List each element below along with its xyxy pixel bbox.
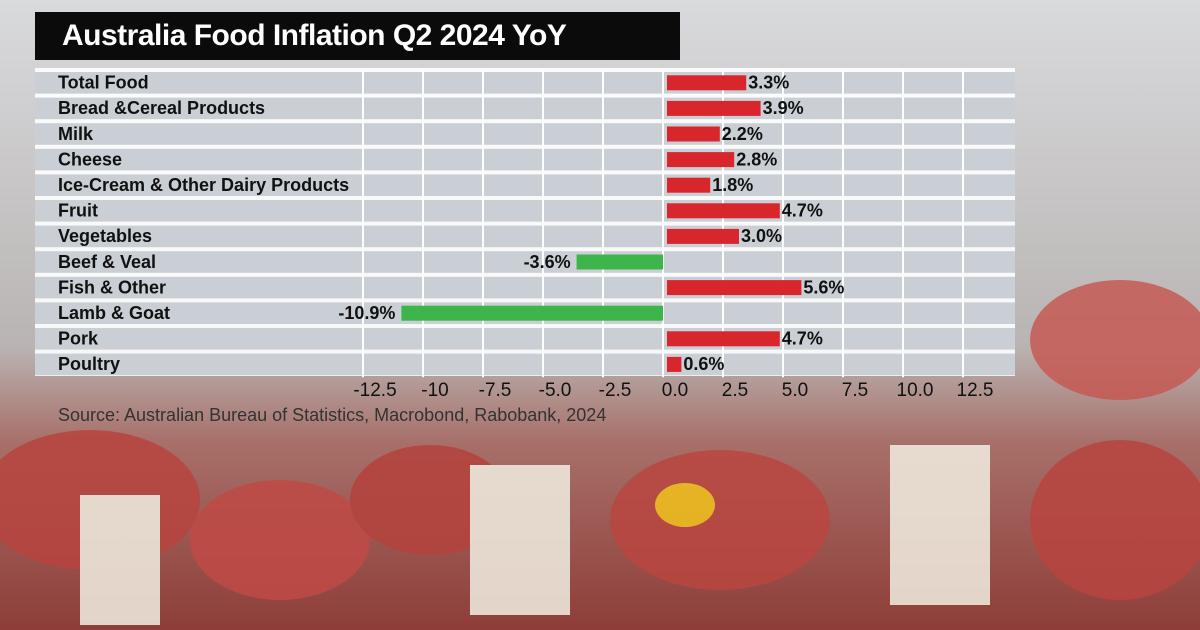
row-band	[35, 328, 1015, 350]
x-tick-label: 12.5	[957, 380, 994, 401]
row-band	[35, 276, 1015, 299]
x-tick-label: -10	[421, 380, 448, 401]
row-band	[35, 353, 1015, 376]
x-tick-label: 10.0	[897, 380, 934, 401]
row-band	[35, 174, 1015, 196]
row-band	[35, 251, 1015, 273]
x-tick-label: 7.5	[842, 380, 868, 401]
category-label: Vegetables	[58, 226, 152, 246]
category-label: Fish & Other	[58, 277, 166, 297]
x-tick-label: -12.5	[353, 380, 396, 401]
value-label: 5.6%	[803, 277, 844, 297]
x-tick-label: -7.5	[479, 380, 512, 401]
category-label: Fruit	[58, 201, 98, 221]
row-band	[35, 123, 1015, 145]
bar	[667, 203, 780, 219]
value-label: 0.6%	[683, 354, 724, 374]
x-tick-label: -2.5	[599, 380, 632, 401]
x-tick-label: 5.0	[782, 380, 808, 401]
bar	[401, 305, 663, 321]
row-band	[35, 148, 1015, 171]
row-band	[35, 72, 1015, 94]
value-label: 3.3%	[748, 73, 789, 93]
bar	[667, 356, 682, 372]
row-band	[35, 225, 1015, 248]
category-label: Poultry	[58, 354, 120, 374]
category-label: Cheese	[58, 149, 122, 169]
bar	[576, 254, 663, 270]
chart-title: Australia Food Inflation Q2 2024 YoY	[62, 19, 567, 52]
value-label: 1.8%	[712, 175, 753, 195]
category-label: Ice-Cream & Other Dairy Products	[58, 175, 349, 195]
bar	[667, 331, 780, 347]
plot-panel	[35, 68, 1015, 376]
row-band	[35, 200, 1015, 222]
photo-meat	[0, 280, 1200, 625]
source: Source: Australian Bureau of Statistics,…	[58, 405, 606, 425]
x-tick-label: -5.0	[539, 380, 572, 401]
value-label: 2.2%	[722, 124, 763, 144]
bar	[667, 177, 711, 193]
bar	[667, 280, 802, 296]
bar	[667, 100, 761, 116]
bar	[667, 228, 739, 244]
category-label: Milk	[58, 124, 94, 144]
value-label: 2.8%	[736, 149, 777, 169]
value-label: 4.7%	[782, 201, 823, 221]
row-band	[35, 97, 1015, 120]
value-label: -10.9%	[338, 303, 395, 323]
value-label: 3.9%	[763, 98, 804, 118]
x-tick-label: 0.0	[662, 380, 688, 401]
bar	[667, 126, 720, 142]
title-box	[35, 12, 680, 60]
bar	[667, 152, 735, 168]
category-label: Pork	[58, 329, 99, 349]
category-label: Lamb & Goat	[58, 303, 170, 323]
value-label: 4.7%	[782, 329, 823, 349]
value-label: 3.0%	[741, 226, 782, 246]
value-label: -3.6%	[524, 252, 571, 272]
category-label: Beef & Veal	[58, 252, 156, 272]
category-label: Bread &Cereal Products	[58, 98, 265, 118]
x-tick-label: 2.5	[722, 380, 748, 401]
bar	[667, 75, 747, 91]
category-label: Total Food	[58, 73, 149, 93]
